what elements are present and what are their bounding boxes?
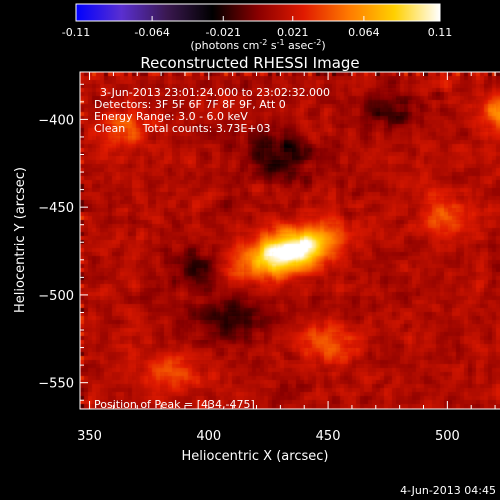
colorbar-tick-label: 0.064 (348, 26, 380, 39)
colorbar: -0.11 -0.064 -0.021 0.021 0.064 0.11 (photons… (62, 3, 452, 52)
x-tick-label: 450 (316, 429, 341, 444)
peak-position-label: Position of Peak = [434,-475] (94, 398, 255, 411)
annotation-detectors: Detectors: 3F 5F 6F 7F 8F 9F, Att 0 (94, 98, 286, 111)
colorbar-strip (75, 3, 441, 22)
annotation-energy-range: Energy Range: 3.0 - 6.0 keV (94, 110, 248, 123)
timestamp: 4-Jun-2013 04:45 (400, 484, 496, 497)
x-tick-label: 350 (77, 429, 102, 444)
colorbar-ticks: -0.11 -0.064 -0.021 0.021 0.064 0.11 (62, 16, 452, 39)
x-axis-title: Heliocentric X (arcsec) (182, 449, 329, 464)
colorbar-unit-label: (photons cm-2 s-1 asec-2) (190, 38, 325, 52)
annotation-clean-counts: Clean Total counts: 3.73E+03 (94, 122, 271, 135)
heatmap-image (80, 72, 500, 409)
x-tick-label: 400 (196, 429, 221, 444)
y-tick-label: −400 (38, 113, 74, 128)
colorbar-tick-label: -0.11 (62, 26, 90, 39)
chart-title: Reconstructed RHESSI Image (140, 54, 359, 72)
y-tick-label: −450 (38, 201, 74, 216)
y-axis-title: Heliocentric Y (arcsec) (13, 167, 28, 313)
y-tick-label: −500 (38, 289, 74, 304)
heatmap-container (80, 72, 500, 409)
annotation-time-range: 3-Jun-2013 23:01:24.000 to 23:02:32.000 (100, 86, 330, 99)
colorbar-tick-label: 0.021 (277, 26, 309, 39)
plot-frame (79, 71, 500, 410)
colorbar-tick-label: -0.021 (206, 26, 241, 39)
annotation-block: 3-Jun-2013 23:01:24.000 to 23:02:32.000 … (94, 86, 330, 135)
axis-tick-labels: 350 400 450 500 −550 −500 −450 −400 (38, 113, 459, 444)
axis-ticks (80, 72, 496, 409)
y-tick-label: −550 (38, 377, 74, 392)
x-tick-label: 500 (435, 429, 460, 444)
colorbar-tick-label: 0.11 (428, 26, 453, 39)
colorbar-tick-label: -0.064 (134, 26, 169, 39)
